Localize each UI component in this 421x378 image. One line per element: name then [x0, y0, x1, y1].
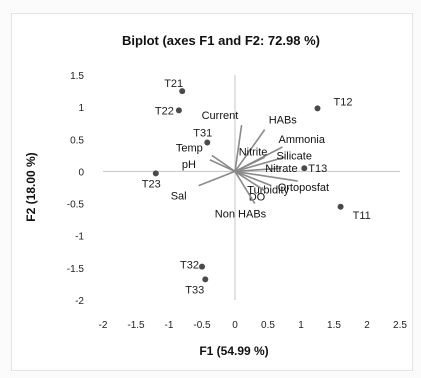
loading-vector	[234, 125, 243, 172]
observation-point	[301, 165, 308, 172]
loading-vector	[234, 170, 266, 192]
loading-vector	[211, 154, 236, 173]
y-tick-label: -1.5	[67, 264, 85, 275]
observation-label: T31	[193, 128, 212, 140]
observation-point	[337, 203, 344, 210]
variable-label: Nitrite	[239, 146, 268, 158]
observation-label: T32	[180, 260, 199, 272]
variable-label: Silicate	[277, 150, 312, 162]
y-axis-label: F2 (18.00 %)	[24, 152, 38, 221]
observation-label: T13	[308, 163, 327, 175]
variable-label: Ammonia	[279, 134, 326, 146]
observation-point	[314, 105, 321, 112]
x-tick-label: -2	[99, 320, 108, 331]
x-tick-label: 1.5	[327, 320, 341, 331]
variable-label: Nitrate	[265, 163, 297, 175]
x-tick-label: 0	[232, 320, 238, 331]
variable-label: Ortoposfat	[278, 182, 329, 194]
x-tick-label: 2	[364, 320, 370, 331]
observation-label: T33	[185, 284, 204, 296]
observation-point	[204, 139, 211, 146]
observation-label: T22	[155, 105, 174, 117]
observation-label: T23	[142, 178, 161, 190]
loading-vector	[234, 156, 266, 173]
y-tick-label: -2	[75, 296, 84, 307]
variable-label: HABs	[269, 115, 298, 127]
variable-label: Sal	[171, 191, 187, 203]
loading-vector	[234, 170, 298, 182]
x-tick-label: 2.5	[393, 320, 407, 331]
observation-point	[199, 263, 205, 270]
loading-vector	[198, 170, 236, 187]
x-tick-label: -0.5	[193, 320, 211, 331]
loading-vector	[234, 170, 272, 187]
loading-vector	[234, 171, 256, 204]
y-tick-label: 0	[78, 167, 84, 178]
observation-point	[179, 88, 186, 95]
variable-label: pH	[182, 159, 196, 171]
observation-label: T12	[334, 96, 353, 108]
x-tick-label: 1	[298, 320, 304, 331]
y-tick-label: 1.5	[70, 71, 84, 82]
loading-vector	[234, 167, 282, 173]
chart-frame	[11, 13, 413, 371]
x-tick-label: -1.5	[127, 320, 145, 331]
variable-label: Temp	[176, 142, 203, 154]
loading-vector	[234, 156, 285, 173]
x-tick-label: 0.5	[261, 320, 275, 331]
y-tick-label: -1	[75, 232, 84, 243]
observation-point	[152, 170, 159, 177]
observation-point	[202, 276, 209, 283]
x-tick-label: -1	[165, 320, 174, 331]
observation-point	[175, 107, 182, 114]
variable-label: Current	[202, 110, 239, 122]
observation-label: T21	[164, 78, 183, 90]
y-tick-label: 0.5	[70, 135, 84, 146]
observation-label: T11	[353, 210, 371, 222]
loading-vector	[234, 129, 266, 172]
chart-title: Biplot (axes F1 and F2: 72.98 %)	[122, 33, 320, 48]
y-tick-label: -0.5	[67, 200, 85, 211]
loading-vector	[209, 159, 236, 173]
y-tick-label: 1	[78, 103, 84, 114]
variable-label: Turbidity	[247, 185, 289, 197]
x-axis-label: F1 (54.99 %)	[199, 344, 268, 358]
variable-label: Non HABs	[215, 209, 267, 221]
